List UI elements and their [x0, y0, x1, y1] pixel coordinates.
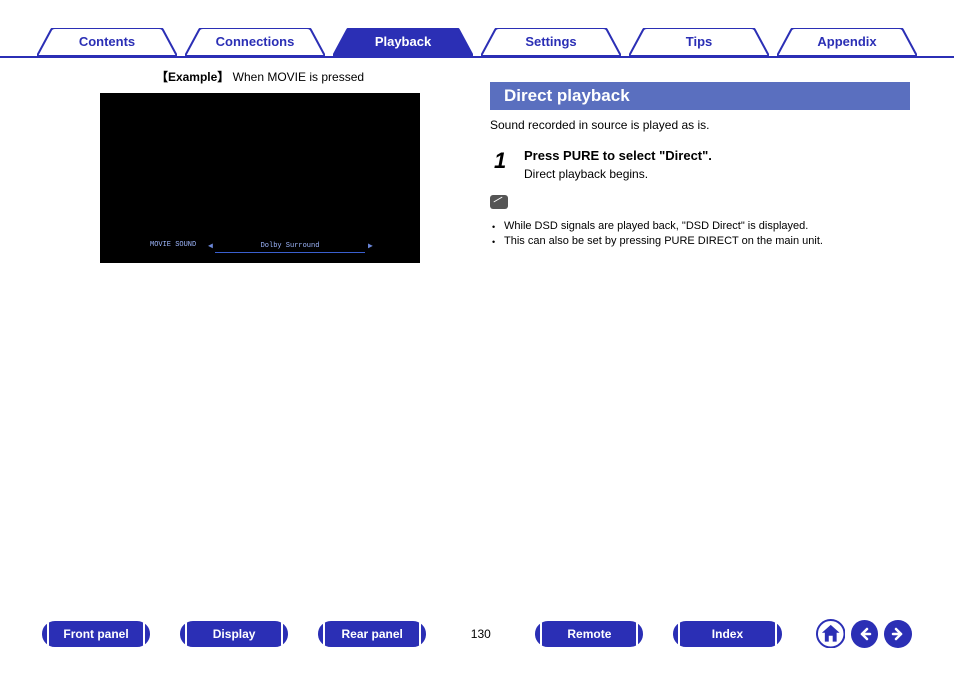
arrow-left-icon	[858, 627, 872, 641]
tv-screen: MOVIE SOUND ◀ Dolby Surround ▶	[100, 93, 420, 263]
bottom-nav: Front panel Display Rear panel 130 Remot…	[0, 619, 954, 649]
tv-arrow-right-icon: ▶	[368, 241, 373, 251]
note-list: While DSD signals are played back, "DSD …	[490, 220, 910, 247]
tab-connections[interactable]: Connections	[185, 28, 325, 56]
page-number: 130	[456, 627, 505, 641]
top-nav: Contents Connections Playback Settings T…	[0, 22, 954, 58]
step-number: 1	[490, 148, 524, 174]
section-header: Direct playback	[490, 82, 910, 110]
pill-display[interactable]: Display	[180, 621, 288, 647]
tab-label: Playback	[375, 34, 431, 49]
note-item: This can also be set by pressing PURE DI…	[504, 235, 910, 247]
step-title: Press PURE to select "Direct".	[524, 148, 910, 163]
note-block: While DSD signals are played back, "DSD …	[490, 195, 910, 247]
right-column: Direct playback Sound recorded in source…	[490, 82, 910, 250]
tab-label: Settings	[525, 34, 576, 49]
left-column: 【Example】 When MOVIE is pressed MOVIE SO…	[40, 68, 480, 263]
step-row: 1 Press PURE to select "Direct". Direct …	[490, 148, 910, 181]
tv-arrow-left-icon: ◀	[208, 241, 213, 251]
next-button[interactable]	[884, 620, 912, 648]
tab-tips[interactable]: Tips	[629, 28, 769, 56]
section-desc: Sound recorded in source is played as is…	[490, 118, 910, 132]
top-nav-inner: Contents Connections Playback Settings T…	[0, 22, 954, 56]
pill-front-panel[interactable]: Front panel	[42, 621, 150, 647]
note-icon	[490, 195, 508, 209]
example-tag: 【Example】	[156, 70, 229, 84]
tab-appendix[interactable]: Appendix	[777, 28, 917, 56]
tab-settings[interactable]: Settings	[481, 28, 621, 56]
example-text: When MOVIE is pressed	[233, 70, 364, 84]
tab-label: Tips	[686, 34, 713, 49]
note-item: While DSD signals are played back, "DSD …	[504, 220, 910, 232]
tv-left-label: MOVIE SOUND	[150, 241, 196, 249]
tab-label: Appendix	[817, 34, 876, 49]
example-caption: 【Example】 When MOVIE is pressed	[40, 68, 480, 85]
tab-playback[interactable]: Playback	[333, 28, 473, 56]
arrow-right-icon	[891, 627, 905, 641]
step-text: Direct playback begins.	[524, 167, 910, 181]
prev-button[interactable]	[851, 620, 879, 648]
tab-label: Connections	[216, 34, 295, 49]
tab-contents[interactable]: Contents	[37, 28, 177, 56]
home-button[interactable]	[816, 619, 845, 649]
tab-label: Contents	[79, 34, 135, 49]
pill-index[interactable]: Index	[673, 621, 781, 647]
tv-center-wrap: Dolby Surround	[215, 242, 365, 253]
tv-center-label: Dolby Surround	[261, 242, 320, 250]
pill-remote[interactable]: Remote	[535, 621, 643, 647]
pill-rear-panel[interactable]: Rear panel	[318, 621, 426, 647]
home-icon	[816, 619, 845, 648]
step-body: Press PURE to select "Direct". Direct pl…	[524, 148, 910, 181]
